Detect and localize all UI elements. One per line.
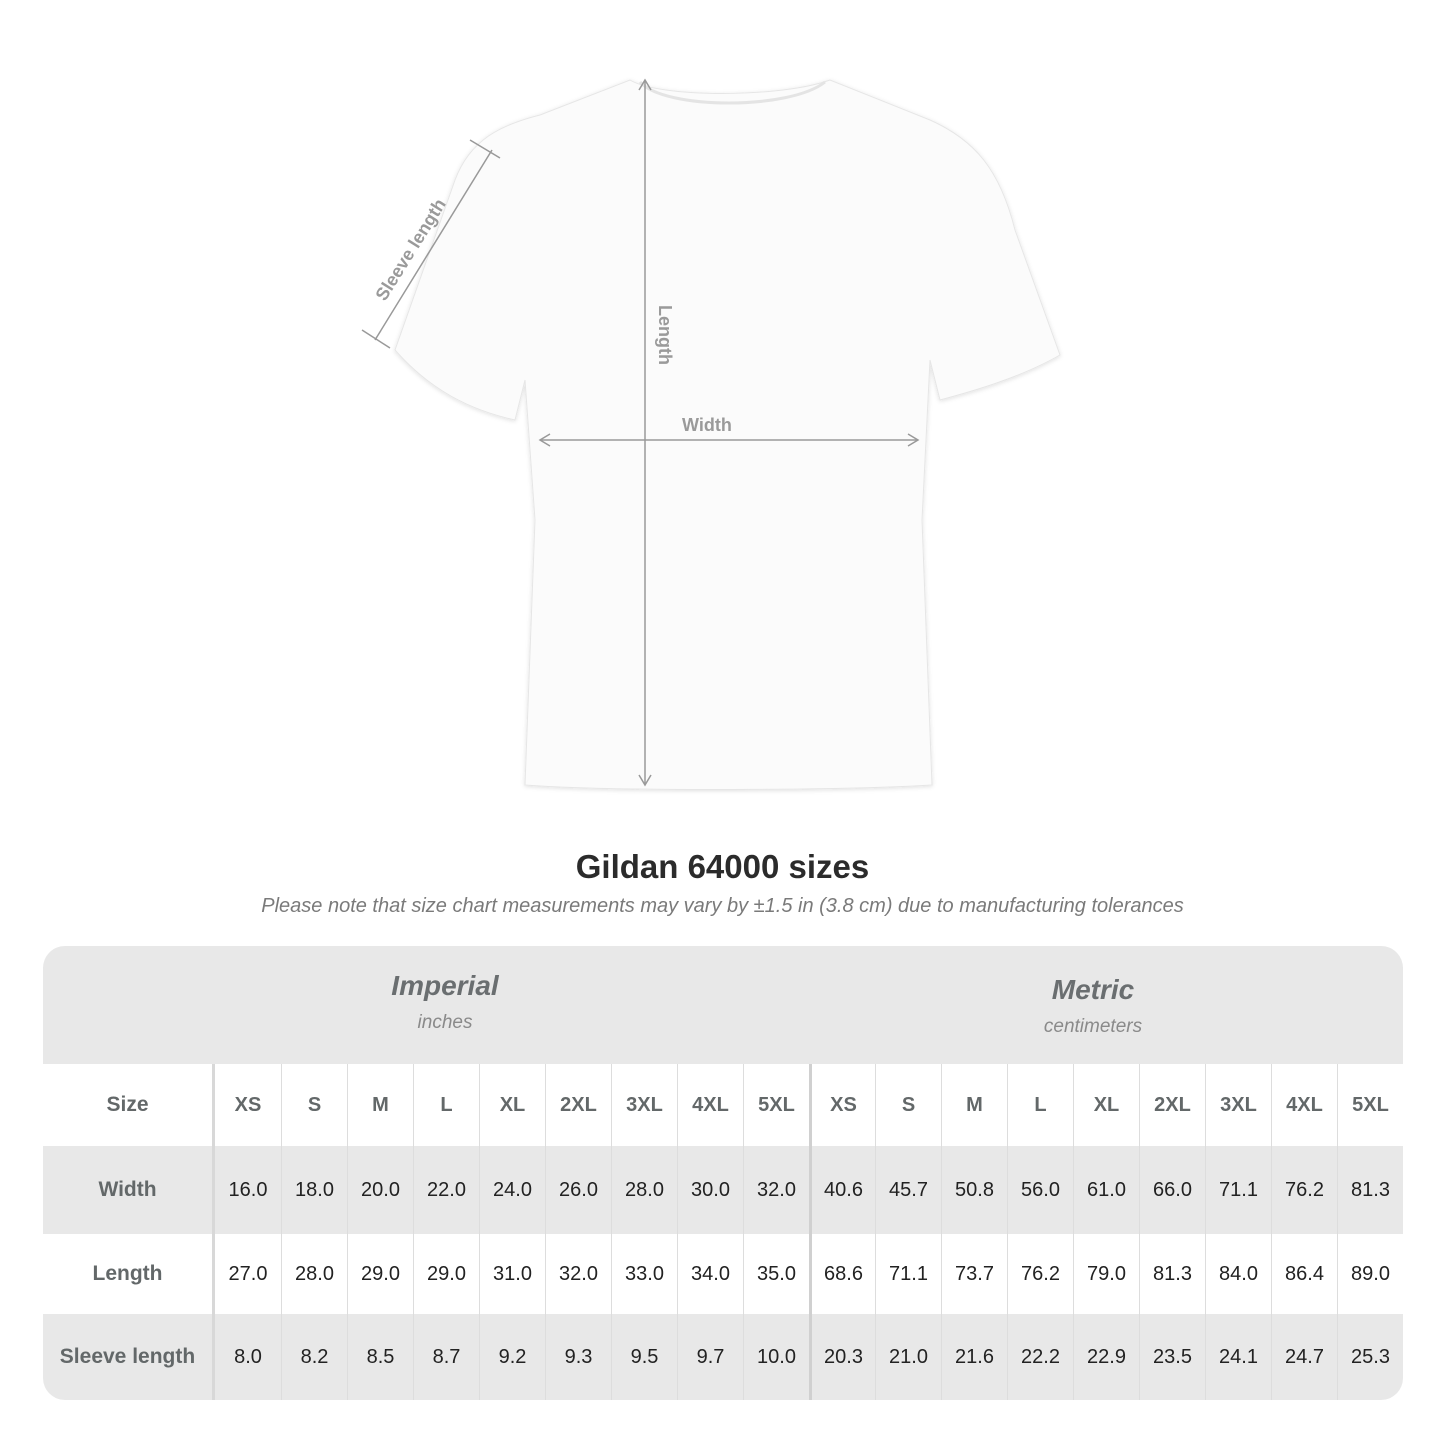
table-cell-imperial: 24.0 <box>479 1146 545 1234</box>
size-header-metric: 5XL <box>1337 1064 1403 1146</box>
row-label: Size <box>43 1064 215 1146</box>
size-header-imperial: S <box>281 1064 347 1146</box>
table-cell-imperial: 29.0 <box>347 1234 413 1314</box>
table-cell-metric: 84.0 <box>1205 1234 1271 1314</box>
table-cell-metric: 21.6 <box>941 1314 1007 1400</box>
width-label: Width <box>682 415 732 435</box>
table-cell-metric: 56.0 <box>1007 1146 1073 1234</box>
size-header-metric: L <box>1007 1064 1073 1146</box>
table-cell-metric: 22.2 <box>1007 1314 1073 1400</box>
table-cell-metric: 21.0 <box>875 1314 941 1400</box>
table-cell-imperial: 26.0 <box>545 1146 611 1234</box>
table-cell-imperial: 9.2 <box>479 1314 545 1400</box>
table-row: Sleeve length 8.0 8.2 8.5 8.7 9.2 9.3 9.5 9.7 10.… <box>43 1314 1403 1400</box>
size-header-metric: 3XL <box>1205 1064 1271 1146</box>
size-header-metric: M <box>941 1064 1007 1146</box>
table-cell-imperial: 9.5 <box>611 1314 677 1400</box>
table-cell-imperial: 8.5 <box>347 1314 413 1400</box>
table-row: Width 16.0 18.0 20.0 22.0 24.0 26.0 28.0 30.0 32.… <box>43 1146 1403 1234</box>
table-cell-metric: 22.9 <box>1073 1314 1139 1400</box>
row-label: Sleeve length <box>43 1314 215 1400</box>
table-cell-imperial: 30.0 <box>677 1146 743 1234</box>
table-cell-metric: 40.6 <box>809 1146 875 1234</box>
size-header-imperial: XS <box>234 1093 262 1116</box>
table-cell-metric: 71.1 <box>875 1234 941 1314</box>
table-cell-imperial: 22.0 <box>413 1146 479 1234</box>
imperial-header: Imperial inches <box>215 970 675 1034</box>
table-cell-imperial: 16.0 <box>228 1178 268 1201</box>
metric-unit: centimeters <box>1043 1016 1143 1037</box>
size-header-imperial: XL <box>479 1064 545 1146</box>
size-table: Imperial inches Metric centimeters Size X… <box>43 946 1403 1400</box>
table-cell-metric: 73.7 <box>941 1234 1007 1314</box>
size-header-imperial: 3XL <box>611 1064 677 1146</box>
table-cell-metric: 20.3 <box>809 1314 875 1400</box>
table-cell-imperial: 8.2 <box>281 1314 347 1400</box>
table-cell-metric: 76.2 <box>1271 1146 1337 1234</box>
table-cell-imperial: 32.0 <box>743 1146 809 1234</box>
table-cell-imperial: 33.0 <box>611 1234 677 1314</box>
table-cell-imperial: 9.3 <box>545 1314 611 1400</box>
table-cell-metric: 81.3 <box>1139 1234 1205 1314</box>
row-label: Width <box>43 1146 215 1234</box>
table-cell-metric: 45.7 <box>875 1146 941 1234</box>
size-header-row: Size XS S M L XL 2XL 3XL 4XL 5XL XS S M L XL 2XL 3XL 4XL 5… <box>43 1064 1403 1146</box>
table-cell-metric: 24.7 <box>1271 1314 1337 1400</box>
table-cell-imperial: 29.0 <box>413 1234 479 1314</box>
table-cell-metric: 66.0 <box>1139 1146 1205 1234</box>
table-cell-imperial: 9.7 <box>677 1314 743 1400</box>
metric-header: Metric centimeters <box>863 974 1323 1038</box>
size-header-metric: XL <box>1073 1064 1139 1146</box>
tshirt-diagram: Sleeve length Length Width <box>361 78 1061 791</box>
table-cell-metric: 24.1 <box>1205 1314 1271 1400</box>
table-cell-imperial: 18.0 <box>281 1146 347 1234</box>
table-cell-metric: 76.2 <box>1007 1234 1073 1314</box>
table-cell-metric: 50.8 <box>941 1146 1007 1234</box>
tshirt-shape <box>394 79 1061 791</box>
length-label: Length <box>655 305 675 365</box>
size-header-imperial: 4XL <box>677 1064 743 1146</box>
table-cell-metric: 86.4 <box>1271 1234 1337 1314</box>
table-cell-metric: 81.3 <box>1337 1146 1403 1234</box>
table-cell-imperial: 8.7 <box>413 1314 479 1400</box>
size-header-metric: S <box>875 1064 941 1146</box>
table-cell-imperial: 10.0 <box>743 1314 809 1400</box>
table-cell-imperial: 8.0 <box>234 1345 262 1368</box>
table-cell-metric: 79.0 <box>1073 1234 1139 1314</box>
size-header-imperial: 2XL <box>545 1064 611 1146</box>
size-header-imperial: 5XL <box>743 1064 809 1146</box>
imperial-unit: inches <box>417 1012 473 1033</box>
table-cell-metric: 89.0 <box>1337 1234 1403 1314</box>
table-cell-metric: 25.3 <box>1337 1314 1403 1400</box>
table-cell-metric: 68.6 <box>809 1234 875 1314</box>
table-cell-metric: 23.5 <box>1139 1314 1205 1400</box>
table-cell-metric: 71.1 <box>1205 1146 1271 1234</box>
table-cell-imperial: 28.0 <box>281 1234 347 1314</box>
table-cell-imperial: 31.0 <box>479 1234 545 1314</box>
table-row: Length 27.0 28.0 29.0 29.0 31.0 32.0 33.0 34.0 35… <box>43 1234 1403 1314</box>
size-header-metric: XS <box>809 1064 875 1146</box>
table-cell-imperial: 20.0 <box>347 1146 413 1234</box>
metric-title: Metric <box>1051 974 1135 1005</box>
size-header-metric: 4XL <box>1271 1064 1337 1146</box>
row-label: Length <box>43 1234 215 1314</box>
page-title: Gildan 64000 sizes <box>575 848 870 885</box>
length-measure-line <box>361 78 920 787</box>
table-cell-metric: 61.0 <box>1073 1146 1139 1234</box>
tolerance-note: Please note that size chart measurements… <box>261 895 1184 917</box>
size-header-metric: 2XL <box>1139 1064 1205 1146</box>
imperial-title: Imperial <box>391 970 499 1001</box>
table-cell-imperial: 35.0 <box>743 1234 809 1314</box>
table-cell-imperial: 28.0 <box>611 1146 677 1234</box>
table-cell-imperial: 34.0 <box>677 1234 743 1314</box>
size-header-imperial: L <box>413 1064 479 1146</box>
table-cell-imperial: 27.0 <box>228 1262 268 1285</box>
size-header-imperial: M <box>347 1064 413 1146</box>
table-cell-imperial: 32.0 <box>545 1234 611 1314</box>
